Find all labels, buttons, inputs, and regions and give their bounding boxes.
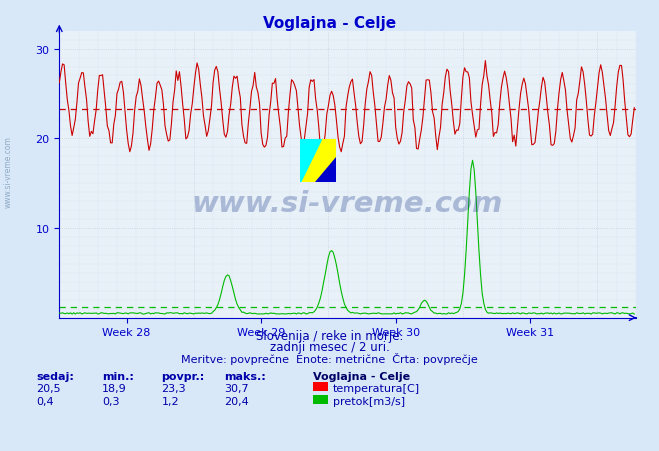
Text: www.si-vreme.com: www.si-vreme.com xyxy=(192,189,503,217)
Text: Meritve: povprečne  Enote: metrične  Črta: povprečje: Meritve: povprečne Enote: metrične Črta:… xyxy=(181,353,478,365)
Text: 20,4: 20,4 xyxy=(224,396,249,406)
Text: www.si-vreme.com: www.si-vreme.com xyxy=(3,135,13,207)
Text: 0,3: 0,3 xyxy=(102,396,120,406)
Text: 23,3: 23,3 xyxy=(161,383,186,393)
Text: Voglajna - Celje: Voglajna - Celje xyxy=(313,371,410,381)
Text: sedaj:: sedaj: xyxy=(36,371,74,381)
Text: 20,5: 20,5 xyxy=(36,383,61,393)
Text: zadnji mesec / 2 uri.: zadnji mesec / 2 uri. xyxy=(270,341,389,354)
Polygon shape xyxy=(300,140,321,183)
Text: maks.:: maks.: xyxy=(224,371,266,381)
Text: 0,4: 0,4 xyxy=(36,396,54,406)
Text: 30,7: 30,7 xyxy=(224,383,248,393)
Text: 18,9: 18,9 xyxy=(102,383,127,393)
Text: povpr.:: povpr.: xyxy=(161,371,205,381)
Polygon shape xyxy=(315,158,336,183)
Text: Slovenija / reke in morje.: Slovenija / reke in morje. xyxy=(256,329,403,342)
Text: min.:: min.: xyxy=(102,371,134,381)
Text: pretok[m3/s]: pretok[m3/s] xyxy=(333,396,405,406)
Text: Voglajna - Celje: Voglajna - Celje xyxy=(263,16,396,31)
Text: 1,2: 1,2 xyxy=(161,396,179,406)
Text: temperatura[C]: temperatura[C] xyxy=(333,383,420,393)
